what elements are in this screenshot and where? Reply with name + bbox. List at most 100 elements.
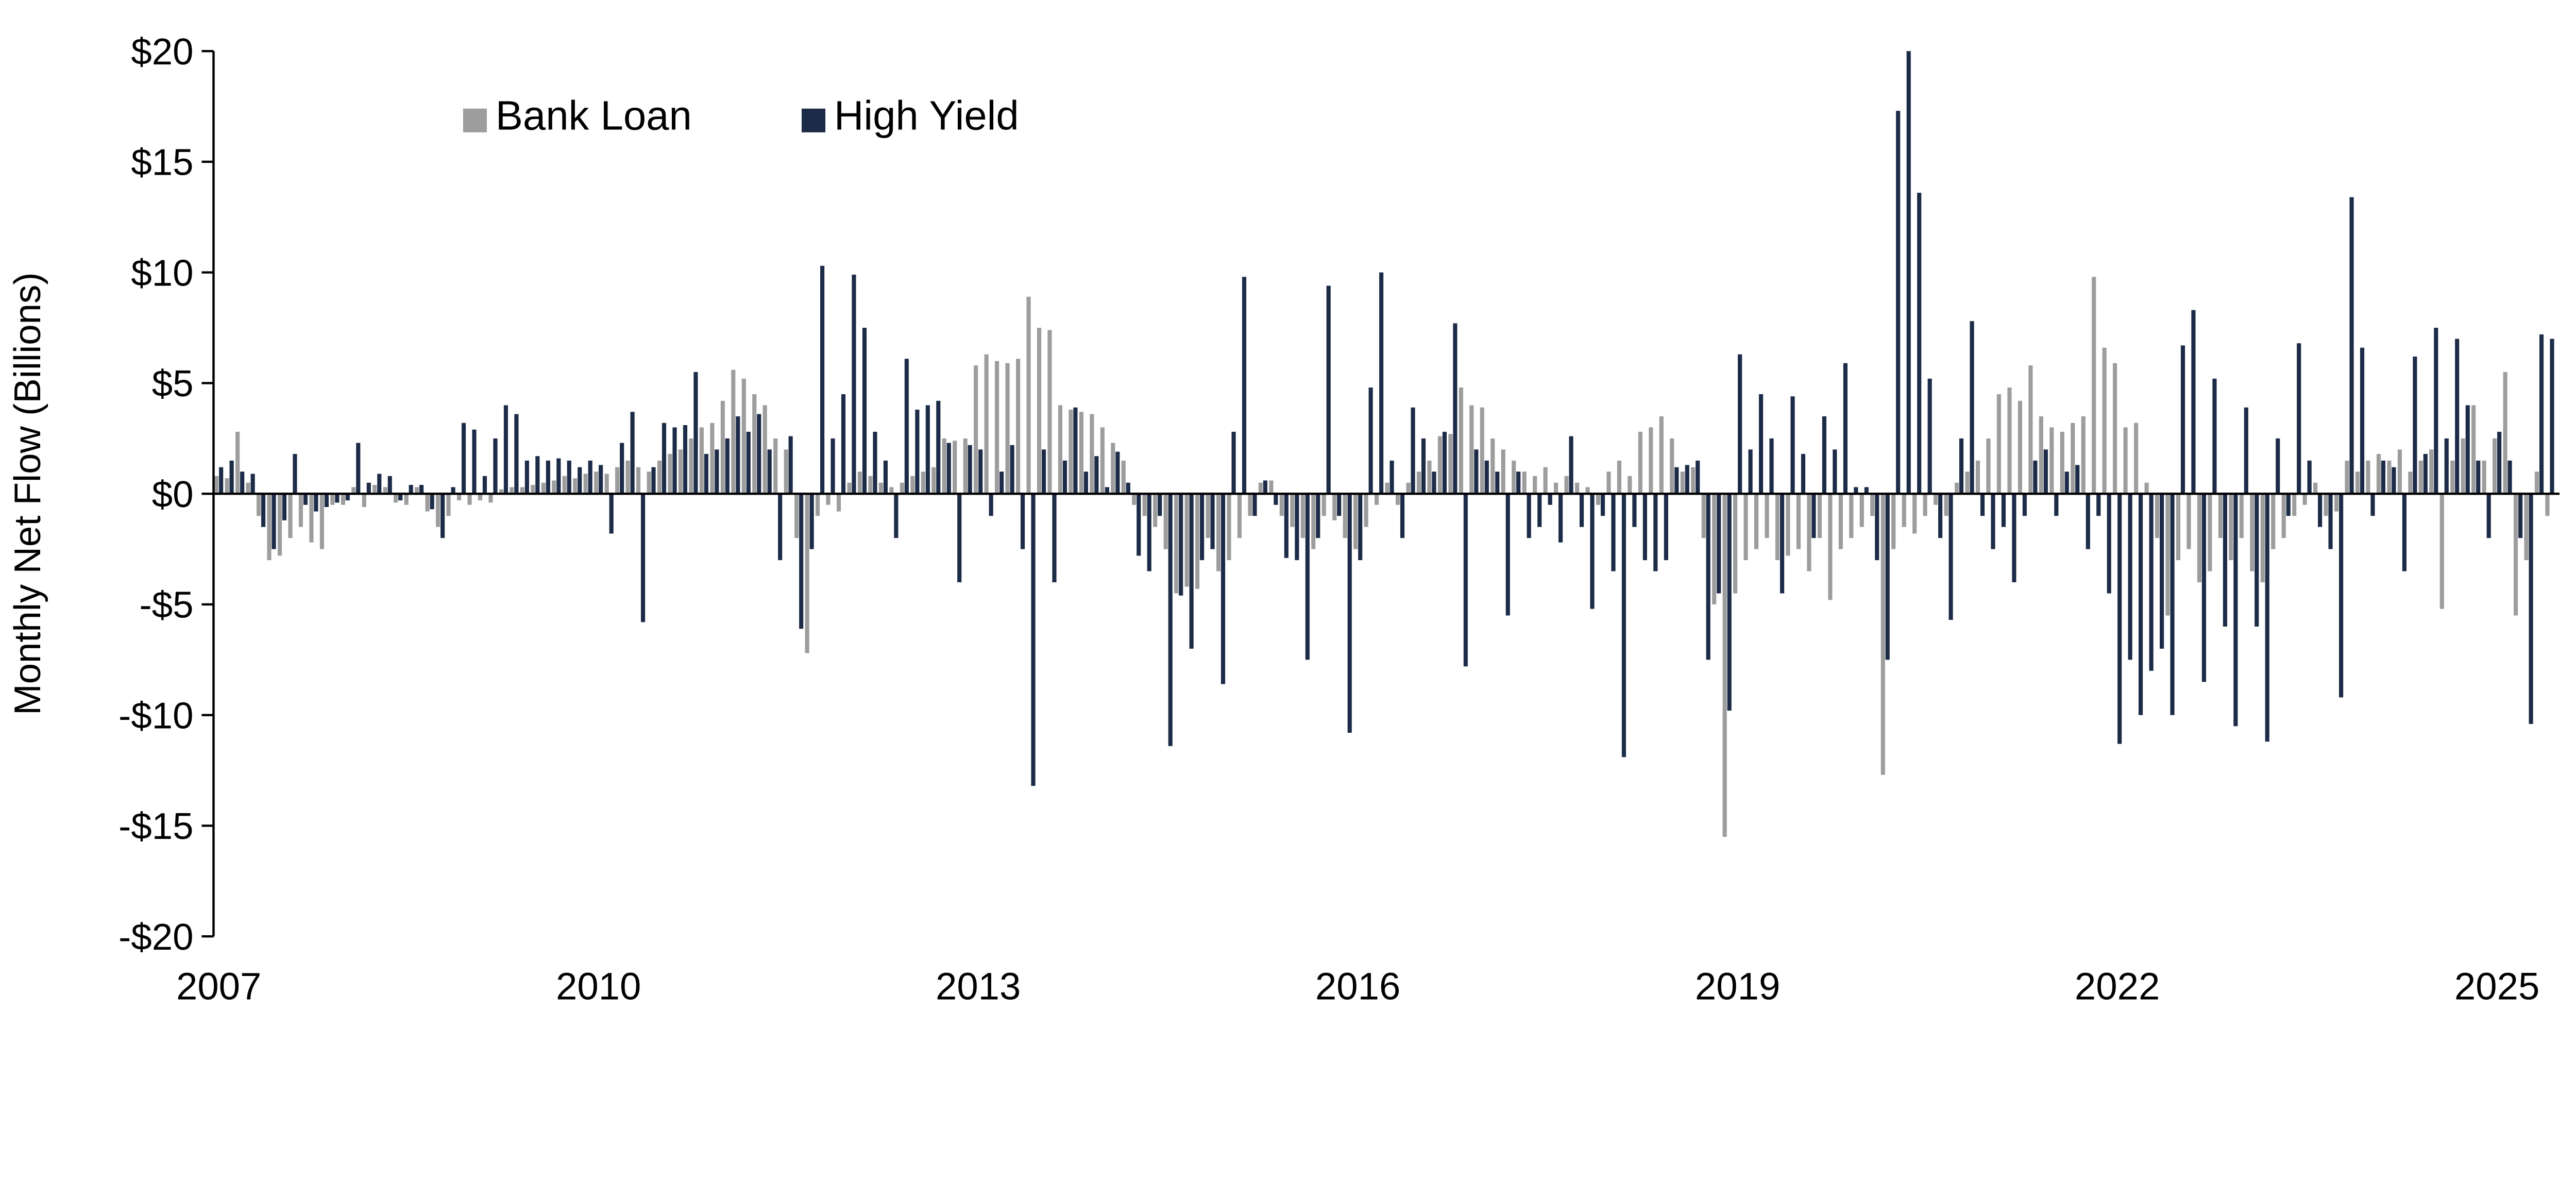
high-yield-bar	[1875, 494, 1879, 561]
high-yield-bar	[672, 427, 677, 494]
bank-loan-bar	[942, 438, 946, 494]
high-yield-bar	[1052, 494, 1057, 582]
high-yield-bar	[1801, 453, 1806, 494]
bank-loan-bar	[1849, 494, 1854, 538]
bank-loan-bar	[2081, 416, 2086, 494]
bank-loan-bar	[1743, 494, 1748, 561]
high-yield-bar	[852, 274, 856, 494]
high-yield-bar	[282, 494, 287, 520]
high-yield-bar	[841, 394, 846, 494]
high-yield-swatch	[801, 108, 826, 132]
bank-loan-bar	[889, 487, 894, 494]
bank-loan-bar	[1649, 427, 1653, 494]
high-yield-bar	[1305, 494, 1310, 660]
high-yield-bar	[1991, 494, 1995, 549]
high-yield-bar	[1231, 431, 1236, 494]
bank-loan-bar	[931, 467, 936, 494]
bank-loan-bar	[1132, 494, 1137, 505]
bank-loan-bar	[1058, 405, 1062, 494]
high-yield-bar	[2149, 494, 2154, 671]
bank-loan-bar	[1554, 482, 1558, 494]
high-yield-bar	[1590, 494, 1595, 609]
bank-loan-bar	[288, 494, 293, 538]
high-yield-bar	[946, 443, 951, 494]
high-yield-bar	[2434, 328, 2438, 494]
high-yield-bar	[1495, 471, 1500, 494]
bank-loan-bar	[2018, 400, 2022, 494]
bar-chart: $20 $15 $10 $5 $0 -$5 -$10 -$15 -$20 2007 2010 201…	[7, 31, 2560, 1007]
bank-loan-bar	[1142, 494, 1147, 516]
bank-loan-bar	[1364, 494, 1368, 527]
high-yield-bar	[831, 438, 835, 494]
bank-loan-bar	[2366, 460, 2370, 494]
high-yield-bar	[2255, 494, 2259, 627]
bank-loan-bar	[1321, 494, 1326, 516]
bank-loan-bar	[1353, 494, 1358, 549]
high-yield-bar	[1179, 494, 1183, 596]
high-yield-bar	[2265, 494, 2269, 742]
bank-loan-bar	[1817, 494, 1822, 538]
bank-loan-bar	[773, 438, 778, 494]
bank-loan-bar	[1986, 438, 1991, 494]
bank-loan-bar	[1269, 480, 1274, 494]
high-yield-bar	[2550, 339, 2554, 494]
bank-loan-bar	[2197, 494, 2202, 582]
bank-loan-bar	[668, 453, 672, 494]
high-yield-bar	[503, 405, 509, 494]
high-yield-bar	[1199, 494, 1205, 561]
y-axis-title: Monthly Net Flow (Billions)	[7, 272, 48, 715]
bank-loan-bar	[2387, 460, 2392, 494]
high-yield-bar	[1263, 480, 1267, 494]
bank-loan-bar	[2524, 494, 2529, 561]
bank-loan-bar	[2471, 405, 2476, 494]
bank-loan-bar	[1290, 494, 1295, 527]
bank-loan-bar	[1184, 494, 1189, 587]
high-yield-bar	[2096, 494, 2101, 516]
high-yield-bar	[1295, 494, 1299, 561]
bank-loan-bar	[2534, 471, 2539, 494]
high-yield-bar	[1843, 363, 1848, 494]
bank-loan-bar	[1395, 494, 1400, 505]
bank-loan-bar	[2260, 494, 2265, 582]
high-yield-bar	[1411, 407, 1415, 494]
high-yield-bar	[978, 449, 983, 494]
bank-loan-bar	[2302, 494, 2307, 505]
high-yield-bar	[2212, 378, 2217, 494]
high-yield-bar	[461, 423, 466, 494]
high-yield-bar	[1189, 494, 1194, 649]
bank-loan-bar	[394, 494, 398, 503]
high-yield-bar	[1474, 449, 1479, 494]
bank-loan-bar	[372, 485, 377, 494]
high-yield-bar	[2370, 494, 2375, 516]
bank-loan-bar	[1912, 494, 1917, 534]
high-yield-bar	[1558, 494, 1563, 543]
high-yield-bar	[240, 471, 245, 494]
bank-loan-bar	[1174, 494, 1179, 594]
high-yield-bar	[1453, 323, 1458, 494]
bank-loan-bar	[1859, 494, 1864, 527]
bank-loan-bar	[1206, 494, 1210, 538]
bank-loan-bar	[2060, 431, 2064, 494]
high-yield-bar	[1358, 494, 1363, 561]
high-yield-bar	[2518, 494, 2523, 538]
high-yield-bar	[1769, 438, 1774, 494]
bank-loan-bar	[1955, 482, 1959, 494]
bank-loan-bar	[1227, 494, 1231, 561]
high-yield-bar	[2507, 460, 2512, 494]
high-yield-bar	[957, 494, 962, 582]
high-yield-bar	[1642, 494, 1647, 561]
high-yield-bar	[1221, 494, 1226, 684]
bank-loan-bar	[995, 361, 999, 494]
high-yield-bar	[1062, 460, 1067, 494]
high-yield-bar	[430, 494, 434, 510]
high-yield-bar	[1674, 467, 1679, 494]
bank-loan-bar	[277, 494, 282, 556]
bank-loan-bar	[1437, 436, 1442, 494]
high-yield-bar	[1041, 449, 1046, 494]
bank-loan-bar	[900, 482, 904, 494]
bank-loan-bar	[868, 476, 873, 494]
high-yield-bar	[2107, 494, 2111, 594]
high-yield-bar	[1463, 494, 1468, 667]
high-yield-bar	[883, 460, 888, 494]
high-yield-bar	[1748, 449, 1753, 494]
